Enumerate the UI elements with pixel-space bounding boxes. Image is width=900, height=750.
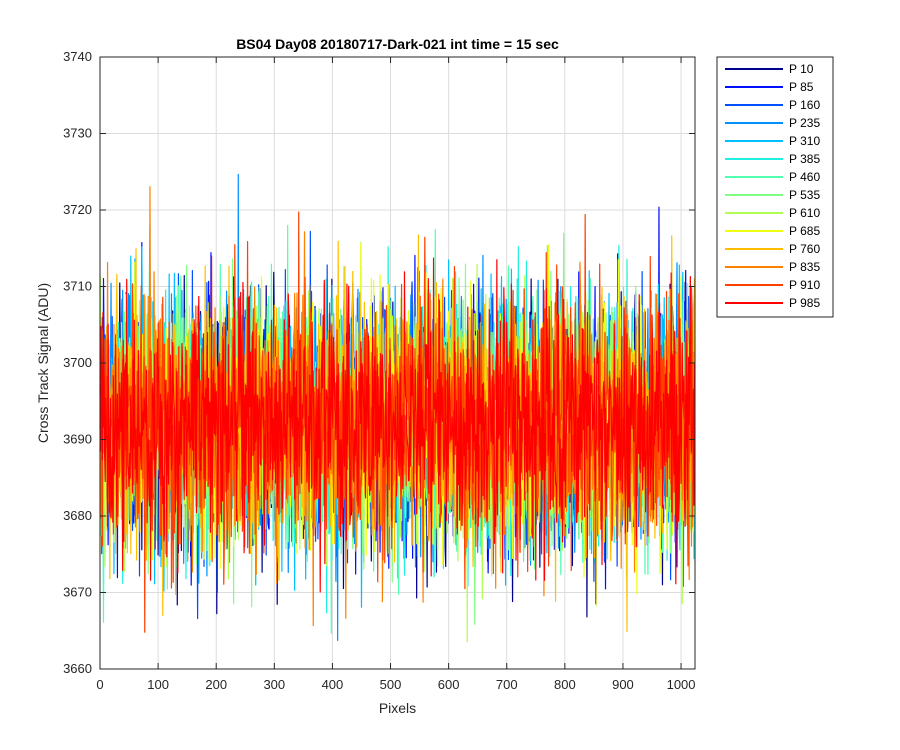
legend-label: P 460 bbox=[789, 170, 820, 184]
x-tick-label: 800 bbox=[554, 677, 576, 692]
legend-label: P 910 bbox=[789, 278, 820, 292]
x-tick-label: 700 bbox=[496, 677, 518, 692]
legend-label: P 385 bbox=[789, 152, 820, 166]
series-line bbox=[99, 255, 696, 593]
legend-label: P 10 bbox=[789, 62, 814, 76]
x-tick-label: 400 bbox=[322, 677, 344, 692]
legend-label: P 235 bbox=[789, 116, 820, 130]
y-tick-label: 3730 bbox=[63, 126, 92, 141]
legend: P 10 P 85 P 160 P 235 P 310 P 385 P 460 P 535 P … bbox=[716, 56, 834, 318]
x-tick-label: 600 bbox=[438, 677, 460, 692]
y-tick-label: 3680 bbox=[63, 508, 92, 523]
y-tick-label: 3740 bbox=[63, 49, 92, 64]
series-lines bbox=[99, 173, 696, 643]
axis-ticks: 0 100 200 300 400 500 600 700 800 900 1000 3660 3670… bbox=[63, 49, 695, 692]
legend-label: P 985 bbox=[789, 296, 820, 310]
x-tick-label: 0 bbox=[96, 677, 103, 692]
y-tick-label: 3690 bbox=[63, 432, 92, 447]
legend-label: P 760 bbox=[789, 242, 820, 256]
x-tick-label: 500 bbox=[380, 677, 402, 692]
x-tick-label: 1000 bbox=[667, 677, 696, 692]
legend-label: P 685 bbox=[789, 224, 820, 238]
legend-label: P 535 bbox=[789, 188, 820, 202]
x-tick-label: 900 bbox=[612, 677, 634, 692]
legend-label: P 85 bbox=[789, 80, 814, 94]
x-tick-label: 100 bbox=[147, 677, 169, 692]
legend-label: P 610 bbox=[789, 206, 820, 220]
legend-box bbox=[716, 56, 834, 318]
y-tick-label: 3700 bbox=[63, 355, 92, 370]
x-axis-label: Pixels bbox=[379, 700, 416, 716]
legend-label: P 835 bbox=[789, 260, 820, 274]
y-tick-label: 3710 bbox=[63, 279, 92, 294]
y-axis-label: Cross Track Signal (ADU) bbox=[35, 283, 51, 443]
chart-title: BS04 Day08 20180717-Dark-021 int time = … bbox=[236, 36, 559, 52]
legend-label: P 160 bbox=[789, 98, 820, 112]
y-tick-label: 3720 bbox=[63, 202, 92, 217]
y-tick-label: 3660 bbox=[63, 661, 92, 676]
legend-label: P 310 bbox=[789, 134, 820, 148]
x-tick-label: 200 bbox=[205, 677, 227, 692]
x-tick-label: 300 bbox=[263, 677, 285, 692]
y-tick-label: 3670 bbox=[63, 585, 92, 600]
